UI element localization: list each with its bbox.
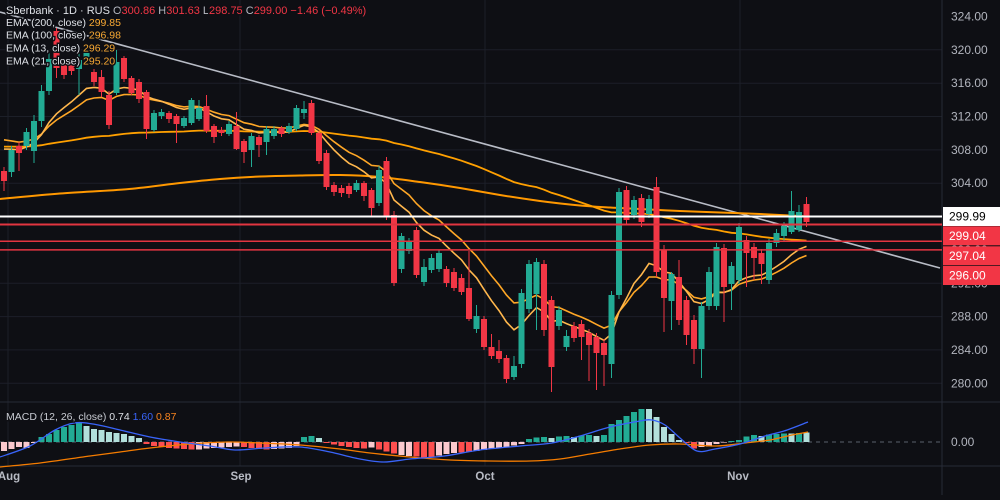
svg-text:Sep: Sep	[230, 471, 251, 483]
svg-text:284.00: 284.00	[951, 343, 988, 357]
svg-text:Sberbank · 1D · RUS O300.86 H3: Sberbank · 1D · RUS O300.86 H301.63 L298…	[6, 5, 366, 17]
svg-text:EMA (100, close) 296.98: EMA (100, close) 296.98	[6, 30, 121, 42]
svg-text:EMA (200, close) 299.85: EMA (200, close) 299.85	[6, 17, 121, 29]
svg-text:320.00: 320.00	[951, 43, 988, 57]
svg-text:Oct: Oct	[475, 471, 494, 483]
svg-text:Nov: Nov	[727, 471, 749, 483]
svg-text:EMA (13, close) 296.29: EMA (13, close) 296.29	[6, 43, 115, 55]
svg-text:304.00: 304.00	[951, 176, 988, 190]
svg-text:297.04: 297.04	[949, 249, 986, 263]
svg-text:EMA (21, close) 295.20: EMA (21, close) 295.20	[6, 56, 115, 68]
svg-text:296.00: 296.00	[949, 269, 986, 283]
svg-text:Aug: Aug	[0, 471, 20, 483]
svg-text:288.00: 288.00	[951, 310, 988, 324]
svg-text:308.00: 308.00	[951, 143, 988, 157]
svg-text:324.00: 324.00	[951, 10, 988, 24]
svg-text:312.00: 312.00	[951, 110, 988, 124]
svg-text:280.00: 280.00	[951, 376, 988, 390]
svg-text:MACD (12, 26, close) 0.74 1.60: MACD (12, 26, close) 0.74 1.60 0.87	[6, 411, 177, 423]
svg-text:299.99: 299.99	[949, 210, 986, 224]
svg-text:0.00: 0.00	[951, 435, 975, 449]
svg-text:316.00: 316.00	[951, 76, 988, 90]
svg-text:299.04: 299.04	[949, 229, 986, 243]
